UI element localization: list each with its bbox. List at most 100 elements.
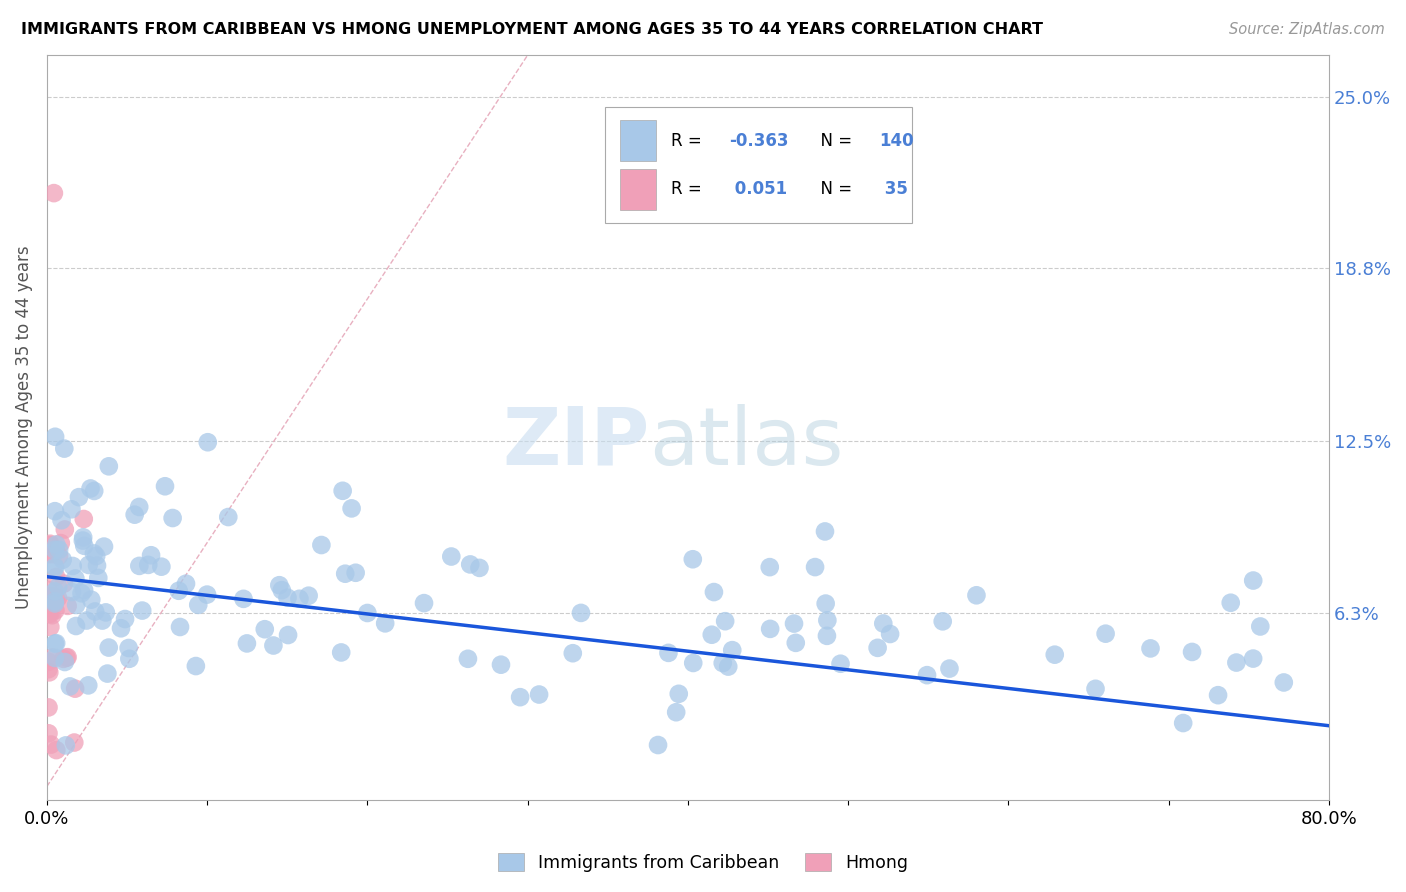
Point — [665, 705, 688, 719]
Point — [44, 603, 66, 617]
Point — [38, 582, 60, 597]
Point — [60, 585, 83, 599]
Point — [569, 606, 592, 620]
Point — [86, 558, 108, 573]
Point — [96, 666, 118, 681]
Point — [150, 559, 173, 574]
Point — [866, 640, 889, 655]
Point — [52, 576, 75, 591]
Point — [114, 612, 136, 626]
Point — [217, 510, 239, 524]
Point — [253, 622, 276, 636]
Point — [45, 570, 67, 584]
Point — [37, 607, 59, 621]
Point — [136, 558, 159, 572]
Point — [44, 430, 66, 444]
Text: 35: 35 — [879, 180, 908, 198]
Point — [59, 680, 82, 694]
Text: N =: N = — [810, 180, 858, 198]
Point — [83, 546, 105, 560]
Point — [41, 650, 63, 665]
Point — [330, 645, 353, 659]
Point — [52, 553, 75, 567]
Point — [73, 582, 96, 597]
Point — [65, 598, 87, 612]
Point — [42, 186, 65, 200]
Point — [37, 662, 59, 676]
Point — [53, 442, 76, 456]
Point — [1249, 619, 1271, 633]
Point — [232, 591, 254, 606]
Point — [1084, 681, 1107, 696]
Point — [60, 502, 83, 516]
Point — [815, 629, 838, 643]
Point — [84, 549, 107, 563]
Point — [1139, 641, 1161, 656]
Point — [128, 500, 150, 514]
Point — [711, 656, 734, 670]
Point — [758, 560, 780, 574]
Point — [311, 538, 333, 552]
Point — [270, 583, 292, 598]
Point — [44, 651, 66, 665]
Point — [37, 655, 59, 669]
Point — [1094, 626, 1116, 640]
Point — [73, 512, 96, 526]
Point — [1206, 688, 1229, 702]
Point — [70, 586, 93, 600]
Point — [39, 738, 62, 752]
Point — [48, 542, 70, 557]
Point — [1219, 596, 1241, 610]
Point — [335, 566, 357, 581]
Point — [489, 657, 512, 672]
Point — [41, 608, 63, 623]
Point — [44, 504, 66, 518]
Point — [52, 652, 75, 666]
Point — [153, 479, 176, 493]
Point — [73, 539, 96, 553]
Point — [830, 657, 852, 671]
Point — [39, 620, 62, 634]
Bar — [620, 120, 655, 161]
Point — [356, 606, 378, 620]
Point — [344, 566, 367, 580]
Point — [56, 599, 79, 613]
Bar — [620, 169, 655, 210]
Text: -0.363: -0.363 — [728, 132, 789, 150]
Point — [1241, 651, 1264, 665]
Point — [162, 511, 184, 525]
Point — [139, 548, 162, 562]
Point — [37, 599, 59, 613]
Point — [1225, 656, 1247, 670]
Point — [63, 681, 86, 696]
Point — [93, 540, 115, 554]
Point — [1043, 648, 1066, 662]
Point — [1272, 675, 1295, 690]
Text: 0.051: 0.051 — [728, 180, 787, 198]
Point — [298, 589, 321, 603]
Point — [700, 628, 723, 642]
Point — [76, 614, 98, 628]
Point — [62, 558, 84, 573]
Point — [117, 640, 139, 655]
Point — [44, 597, 66, 611]
FancyBboxPatch shape — [605, 107, 912, 223]
Point — [187, 598, 209, 612]
Point — [118, 652, 141, 666]
Text: IMMIGRANTS FROM CARIBBEAN VS HMONG UNEMPLOYMENT AMONG AGES 35 TO 44 YEARS CORREL: IMMIGRANTS FROM CARIBBEAN VS HMONG UNEMP… — [21, 22, 1043, 37]
Point — [49, 536, 72, 550]
Point — [269, 578, 291, 592]
Point — [44, 637, 66, 651]
Point — [814, 597, 837, 611]
Point — [931, 615, 953, 629]
Point — [332, 483, 354, 498]
Point — [167, 583, 190, 598]
Point — [668, 687, 690, 701]
Point — [277, 628, 299, 642]
Y-axis label: Unemployment Among Ages 35 to 44 years: Unemployment Among Ages 35 to 44 years — [15, 246, 32, 609]
Point — [657, 646, 679, 660]
Point — [288, 591, 311, 606]
Point — [63, 735, 86, 749]
Point — [84, 604, 107, 618]
Point — [97, 459, 120, 474]
